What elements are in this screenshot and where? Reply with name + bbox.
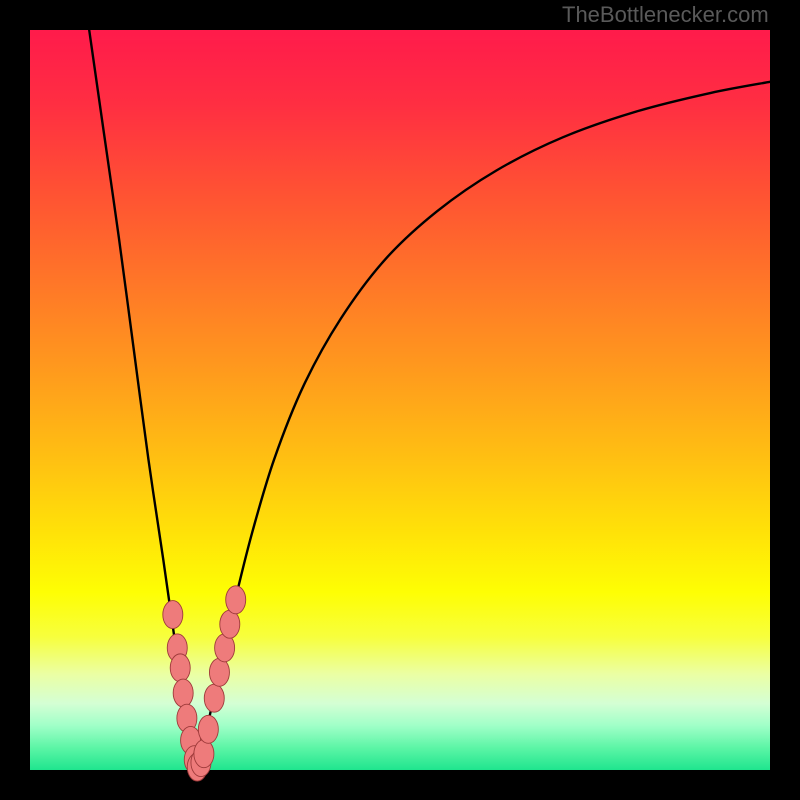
watermark-text: TheBottlenecker.com	[562, 2, 769, 28]
data-marker	[220, 610, 240, 638]
chart-container: TheBottlenecker.com	[0, 0, 800, 800]
data-marker	[204, 684, 224, 712]
data-marker	[173, 679, 193, 707]
data-marker	[163, 601, 183, 629]
data-marker	[226, 586, 246, 614]
data-marker	[209, 658, 229, 686]
data-marker	[198, 715, 218, 743]
chart-svg	[0, 0, 800, 800]
data-marker	[194, 740, 214, 768]
curve-right	[197, 82, 771, 770]
data-marker	[170, 654, 190, 682]
